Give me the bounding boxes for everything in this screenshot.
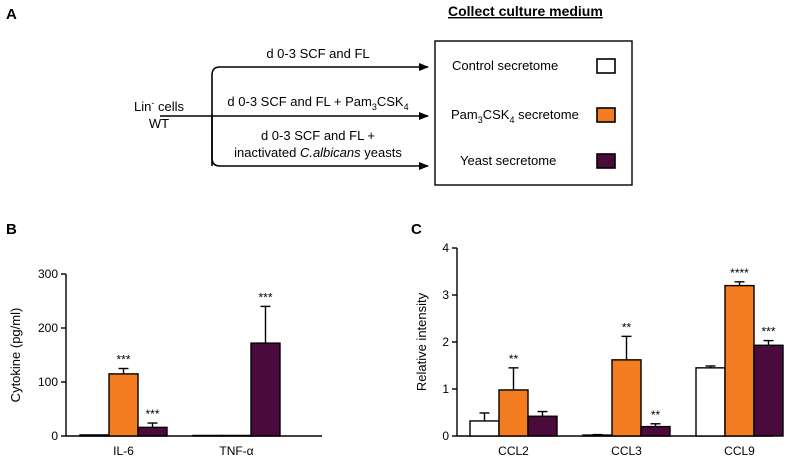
bar	[611, 359, 642, 437]
panel-a-label: A	[6, 6, 17, 23]
y-tick-label: 1	[442, 382, 449, 396]
bar	[192, 434, 223, 437]
legend-box	[434, 40, 633, 186]
arrow-pam-label: d 0-3 SCF and FL + Pam3CSK4	[227, 94, 408, 112]
category-label: CCL9	[724, 444, 755, 458]
significance-label: **	[509, 352, 519, 366]
legend-pam-swatch	[596, 107, 616, 123]
legend-yeast-swatch	[596, 153, 616, 169]
bar	[724, 284, 755, 437]
cells-genotype: WT	[149, 116, 169, 131]
bar	[582, 434, 613, 437]
legend-yeast-label: Yeast secretome	[460, 153, 556, 168]
significance-label: **	[622, 320, 632, 334]
bar	[137, 426, 168, 437]
category-label: IL-6	[113, 444, 134, 458]
collect-medium-header: Collect culture medium	[448, 3, 603, 19]
significance-label: ***	[116, 353, 130, 367]
significance-label: **	[651, 408, 661, 422]
panel-b-label: B	[6, 221, 17, 238]
panel-c-label: C	[411, 221, 422, 238]
arrow-yeast	[211, 116, 429, 170]
y-tick-label: 2	[442, 335, 449, 349]
significance-label: ***	[258, 290, 272, 304]
y-tick-label: 0	[442, 429, 449, 443]
y-axis-label: Relative intensity	[414, 292, 429, 391]
significance-label: ***	[761, 325, 775, 339]
y-tick-label: 0	[51, 429, 58, 443]
arrow-yeast-label-1: d 0-3 SCF and FL +	[261, 128, 375, 143]
arrow-control	[211, 63, 429, 166]
category-label: TNF-α	[219, 444, 253, 458]
arrow-yeast-label-2: inactivated C.albicans yeasts	[234, 145, 402, 160]
y-tick-label: 4	[442, 241, 449, 255]
bar	[79, 434, 110, 437]
y-tick-label: 300	[38, 267, 58, 281]
cells-label: Lin- cells	[134, 98, 184, 114]
category-label: CCL3	[611, 444, 642, 458]
y-tick-label: 200	[38, 321, 58, 335]
bar	[753, 344, 784, 437]
significance-label: ***	[145, 407, 159, 421]
bar	[640, 425, 671, 437]
bar	[469, 420, 500, 437]
category-label: CCL2	[498, 444, 529, 458]
significance-label: ****	[730, 266, 749, 280]
y-axis-label: Cytokine (pg/ml)	[8, 308, 23, 403]
chart-b: 0 100 200 300 Cytokine (pg/ml) *** *** IL-6 *** T…	[8, 267, 322, 458]
bar	[108, 373, 139, 437]
bar	[221, 434, 252, 437]
legend-control-label: Control secretome	[452, 58, 558, 73]
legend-control-swatch	[596, 58, 616, 74]
y-tick-label: 3	[442, 288, 449, 302]
arrow-control-label: d 0-3 SCF and FL	[266, 46, 369, 61]
bar	[498, 389, 529, 437]
y-tick-label: 100	[38, 375, 58, 389]
bar	[250, 342, 281, 437]
bar	[695, 367, 726, 437]
arrow-group	[160, 63, 429, 170]
bar	[527, 415, 558, 437]
legend-pam-label: Pam3CSK4 secretome	[451, 107, 579, 125]
